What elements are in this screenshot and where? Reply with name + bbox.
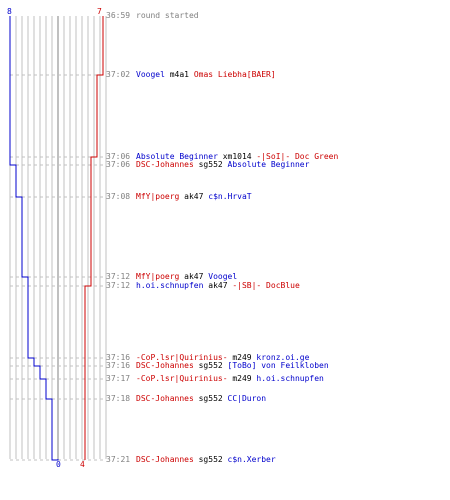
event-timestamp: 37:18 — [106, 394, 131, 403]
player-name: Voogel — [208, 272, 238, 281]
event-row: DSC-Johannes sg552 CC|Duron — [136, 394, 266, 404]
player-name: -CoP.lsr|Quirinius- — [136, 353, 228, 362]
weapon-text: sg552 — [193, 394, 228, 403]
event-row: Absolute Beginner xm1014 -|SoI|- Doc Gre… — [136, 152, 338, 162]
player-name: MfY|poerg — [136, 272, 180, 281]
event-row: DSC-Johannes sg552 Absolute Beginner — [136, 160, 309, 170]
player-name: [ToBo] von Feilkloben — [227, 361, 329, 370]
event-row: -CoP.lsr|Quirinius- m249 kronz.oi.ge — [136, 353, 309, 363]
player-name: h.oi.schnupfen — [136, 281, 204, 290]
red-start-count: 7 — [97, 7, 102, 16]
event-timestamp: 37:17 — [106, 374, 131, 383]
weapon-text: xm1014 — [217, 152, 257, 161]
player-name: Voogel — [136, 70, 165, 79]
event-timestamp: 37:12 — [106, 272, 131, 281]
event-timestamp: 37:06 — [106, 160, 131, 169]
weapon-text: sg552 — [193, 361, 228, 370]
blue-end-count: 0 — [56, 460, 61, 469]
player-name: -|SB|- DocBlue — [232, 281, 300, 290]
status-text: round started — [136, 11, 199, 20]
weapon-text: ak47 — [179, 192, 209, 201]
player-name: -|SoI|- Doc Green — [256, 152, 339, 161]
player-name: h.oi.schnupfen — [256, 374, 324, 383]
player-name: c$n.Xerber — [227, 455, 276, 464]
red-end-count: 4 — [80, 460, 85, 469]
player-name: Absolute Beginner — [227, 160, 310, 169]
weapon-text: ak47 — [179, 272, 209, 281]
event-row: MfY|poerg ak47 c$n.HrvaT — [136, 192, 252, 202]
player-name: Omas Liebha[BAER] — [193, 70, 276, 79]
event-timestamp: 37:08 — [106, 192, 131, 201]
event-timestamp: 36:59 — [106, 11, 131, 20]
player-name: kronz.oi.ge — [256, 353, 310, 362]
player-name: DSC-Johannes — [136, 160, 194, 169]
event-timestamp: 37:16 — [106, 353, 131, 362]
player-name: DSC-Johannes — [136, 455, 194, 464]
blue-start-count: 8 — [7, 7, 12, 16]
event-row: round started — [136, 11, 199, 21]
event-timestamp: 37:16 — [106, 361, 131, 370]
event-row: MfY|poerg ak47 Voogel — [136, 272, 237, 282]
event-timestamp: 37:02 — [106, 70, 131, 79]
red-series-line — [84, 16, 104, 460]
event-row: Voogel m4a1 Omas Liebha[BAER] — [136, 70, 276, 80]
event-row: DSC-Johannes sg552 [ToBo] von Feilkloben — [136, 361, 329, 371]
weapon-text: ak47 — [203, 281, 233, 290]
player-name: Absolute Beginner — [136, 152, 218, 161]
event-row: DSC-Johannes sg552 c$n.Xerber — [136, 455, 276, 465]
weapon-text: m249 — [227, 353, 257, 362]
event-timestamp: 37:12 — [106, 281, 131, 290]
player-name: MfY|poerg — [136, 192, 180, 201]
player-name: DSC-Johannes — [136, 394, 194, 403]
player-name: -CoP.lsr|Quirinius- — [136, 374, 228, 383]
player-name: CC|Duron — [227, 394, 267, 403]
weapon-text: sg552 — [193, 455, 228, 464]
event-row: h.oi.schnupfen ak47 -|SB|- DocBlue — [136, 281, 300, 291]
event-timestamp: 37:21 — [106, 455, 131, 464]
player-name: DSC-Johannes — [136, 361, 194, 370]
weapon-text: m249 — [227, 374, 257, 383]
player-name: c$n.HrvaT — [208, 192, 252, 201]
weapon-text: m4a1 — [164, 70, 194, 79]
weapon-text: sg552 — [193, 160, 228, 169]
blue-series-line — [9, 16, 59, 461]
event-row: -CoP.lsr|Quirinius- m249 h.oi.schnupfen — [136, 374, 324, 384]
event-timestamp: 37:06 — [106, 152, 131, 161]
